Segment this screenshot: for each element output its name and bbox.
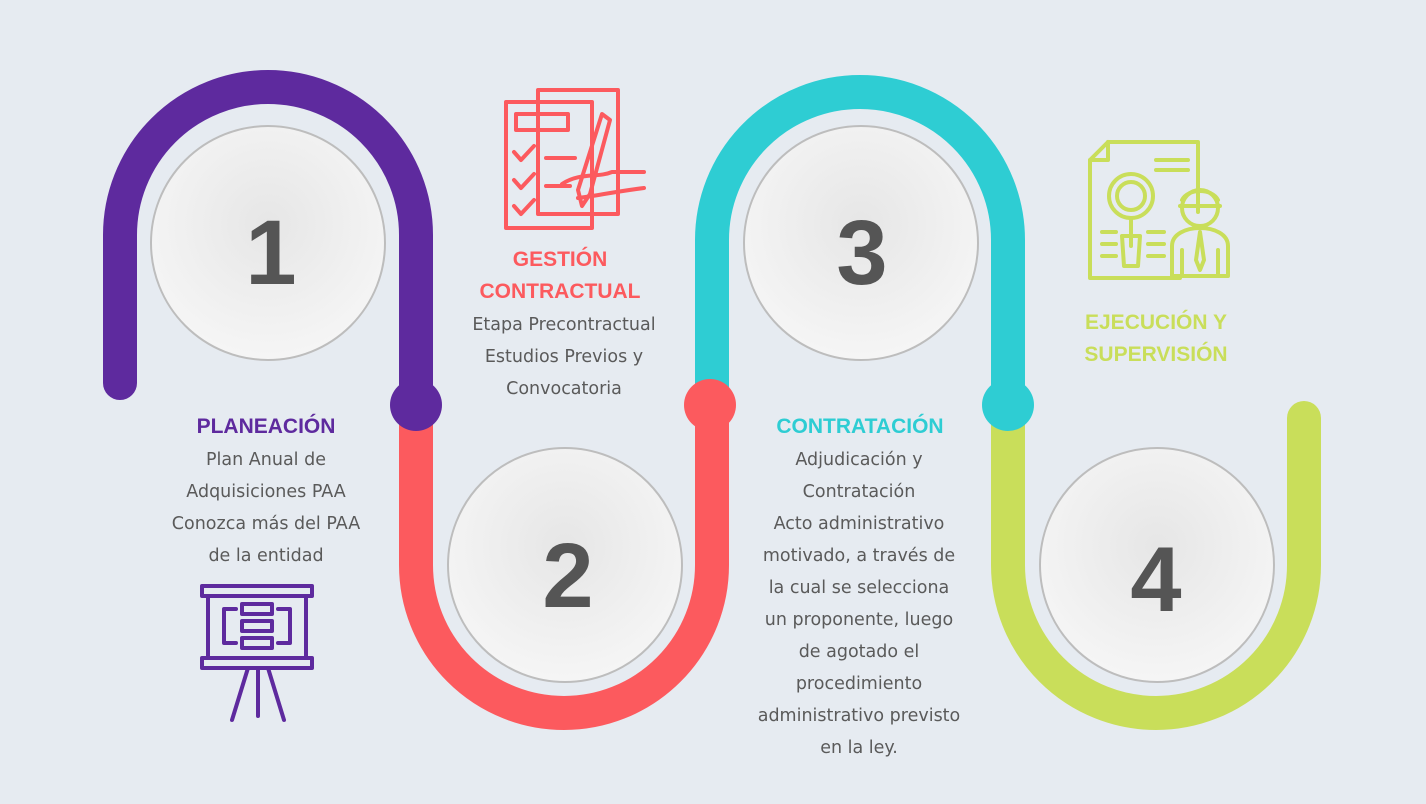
title-line: EJECUCIÓN Y [1085,311,1227,334]
title-line: GESTIÓN [512,248,608,271]
description-line: procedimiento [795,674,923,694]
step-title-planeacion: PLANEACIÓN [196,415,336,438]
description-line: motivado, a través de [762,546,956,566]
description-line: Adjudicación y [795,450,923,470]
document-inspector-icon [1088,140,1230,280]
step-circle-2: 2 [447,447,683,683]
path-segment-contratacion [695,75,1025,422]
step-title-contratacion: CONTRATACIÓN [776,415,944,438]
description-line: Estudios Previos y [484,347,644,367]
step-circle-1: 1 [150,125,386,361]
step-title-ejecucion-supervision: EJECUCIÓN Y SUPERVISIÓN [1040,307,1272,371]
step-circle-3: 3 [743,125,979,361]
step-number-2: 2 [542,525,593,627]
step-description-contratacion: Adjudicación y Contratación Acto adminis… [724,444,994,764]
step-circle-4: 4 [1039,447,1275,683]
description-line: Acto administrativo [773,514,945,534]
description-line: Plan Anual de [206,450,326,470]
presentation-board-icon [200,584,314,722]
step-number-3: 3 [836,202,887,304]
title-line: SUPERVISIÓN [1084,343,1228,366]
path-segment-gestion [399,388,729,730]
path-segment-ejecucion [991,388,1321,730]
connector-dot-1 [390,379,442,431]
description-line: Contratación [802,482,916,502]
step-number-1: 1 [245,202,296,304]
description-line: administrativo previsto [757,706,961,726]
step-description-planeacion: Plan Anual de Adquisiciones PAA Conozca … [136,444,396,572]
step-description-gestion-contractual: Etapa Precontractual Estudios Previos y … [434,309,694,405]
description-line: un proponente, luego [764,610,954,630]
path-segment-planeacion [103,70,433,422]
description-line: de la entidad [208,546,324,566]
description-line: la cual se selecciona [768,578,950,598]
step-title-gestion-contractual: GESTIÓN CONTRACTUAL [444,244,676,308]
step-number-4: 4 [1130,529,1181,631]
connector-dot-2 [684,379,736,431]
checklist-signing-icon [504,88,646,230]
title-line: CONTRACTUAL [479,280,641,303]
description-line: Conozca más del PAA [171,514,361,534]
description-line: Adquisiciones PAA [186,482,346,502]
description-line: en la ley. [820,738,898,758]
description-line: Etapa Precontractual [472,315,656,335]
description-line: de agotado el [798,642,920,662]
connector-dot-3 [982,379,1034,431]
description-line: Convocatoria [506,379,622,399]
